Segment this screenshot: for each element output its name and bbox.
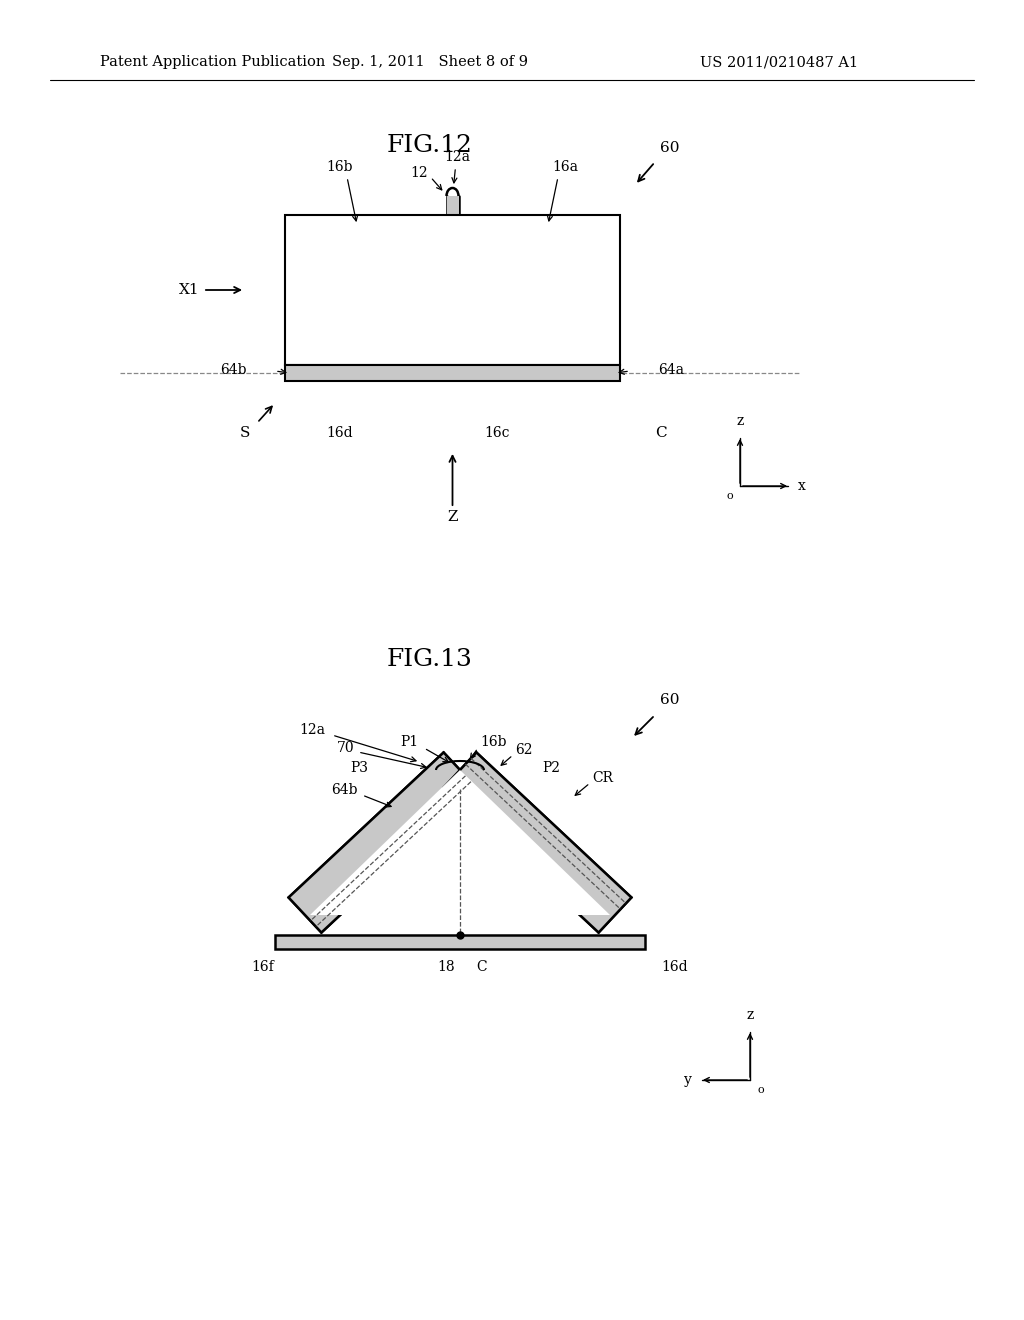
Polygon shape <box>443 752 632 932</box>
Text: 60: 60 <box>660 693 680 708</box>
Text: x: x <box>798 479 806 492</box>
Polygon shape <box>310 770 610 915</box>
Text: S: S <box>240 426 250 440</box>
Polygon shape <box>289 752 476 932</box>
Text: y: y <box>684 1073 692 1086</box>
Text: 64b: 64b <box>220 363 247 378</box>
Text: FIG.13: FIG.13 <box>387 648 473 672</box>
Text: US 2011/0210487 A1: US 2011/0210487 A1 <box>700 55 858 69</box>
Text: 16c: 16c <box>484 426 510 440</box>
Text: P1: P1 <box>400 735 418 748</box>
Text: 18: 18 <box>437 960 455 974</box>
Text: 12a: 12a <box>444 150 470 164</box>
Text: 62: 62 <box>515 743 532 756</box>
Text: 64b: 64b <box>332 783 358 797</box>
Text: 16f: 16f <box>252 960 274 974</box>
Text: CR: CR <box>592 771 613 785</box>
Bar <box>275 935 645 949</box>
Text: Sep. 1, 2011   Sheet 8 of 9: Sep. 1, 2011 Sheet 8 of 9 <box>332 55 528 69</box>
FancyBboxPatch shape <box>285 366 620 381</box>
Text: 16b: 16b <box>327 160 353 174</box>
Text: 64a: 64a <box>658 363 684 378</box>
Text: FIG.12: FIG.12 <box>387 133 473 157</box>
Text: 16d: 16d <box>662 960 688 974</box>
Text: 16d: 16d <box>327 426 353 440</box>
Text: 16b: 16b <box>480 735 507 748</box>
Text: P2: P2 <box>542 762 560 775</box>
Text: z: z <box>746 1008 754 1022</box>
Text: o: o <box>726 491 733 502</box>
Text: C: C <box>655 426 667 440</box>
Text: 12: 12 <box>411 166 428 180</box>
Text: Patent Application Publication: Patent Application Publication <box>100 55 326 69</box>
Text: P3: P3 <box>350 762 368 775</box>
Text: 16a: 16a <box>552 160 578 174</box>
Text: 60: 60 <box>660 141 680 154</box>
Text: C: C <box>476 960 486 974</box>
Bar <box>285 215 620 366</box>
Text: X1: X1 <box>179 282 200 297</box>
Text: 12a: 12a <box>299 723 325 737</box>
Bar <box>446 195 459 366</box>
Text: 70: 70 <box>337 741 355 755</box>
Text: o: o <box>758 1085 765 1096</box>
Text: Z: Z <box>447 510 458 524</box>
Text: z: z <box>736 414 743 428</box>
